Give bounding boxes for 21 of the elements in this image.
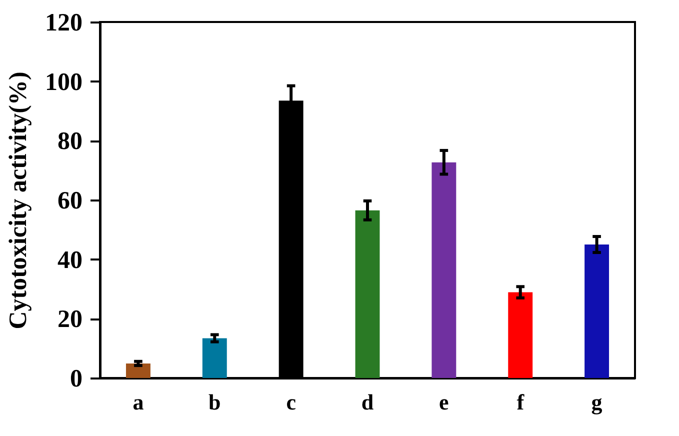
y-tick-label: 0 xyxy=(70,366,82,392)
x-tick-label: d xyxy=(361,390,374,414)
y-tick-label: 100 xyxy=(45,68,82,96)
y-tick-label: 80 xyxy=(58,128,82,156)
x-tick-label: a xyxy=(132,390,144,414)
bar xyxy=(508,292,533,378)
bar xyxy=(202,338,227,378)
x-tick-label: b xyxy=(208,390,221,414)
bar xyxy=(126,363,150,378)
bar xyxy=(355,210,380,378)
y-tick-label: 40 xyxy=(58,246,82,274)
x-tick-label: g xyxy=(591,390,602,414)
x-tick-label: f xyxy=(516,390,525,414)
bar xyxy=(584,244,610,378)
x-tick-label: e xyxy=(439,390,450,414)
y-tick-label: 60 xyxy=(58,188,82,214)
x-tick-label: c xyxy=(286,390,296,414)
y-tick-label: 20 xyxy=(58,306,82,334)
bar xyxy=(432,162,456,378)
y-tick-label: 120 xyxy=(45,10,82,36)
y-axis-title: Cytotoxicity activity(%) xyxy=(5,72,32,330)
